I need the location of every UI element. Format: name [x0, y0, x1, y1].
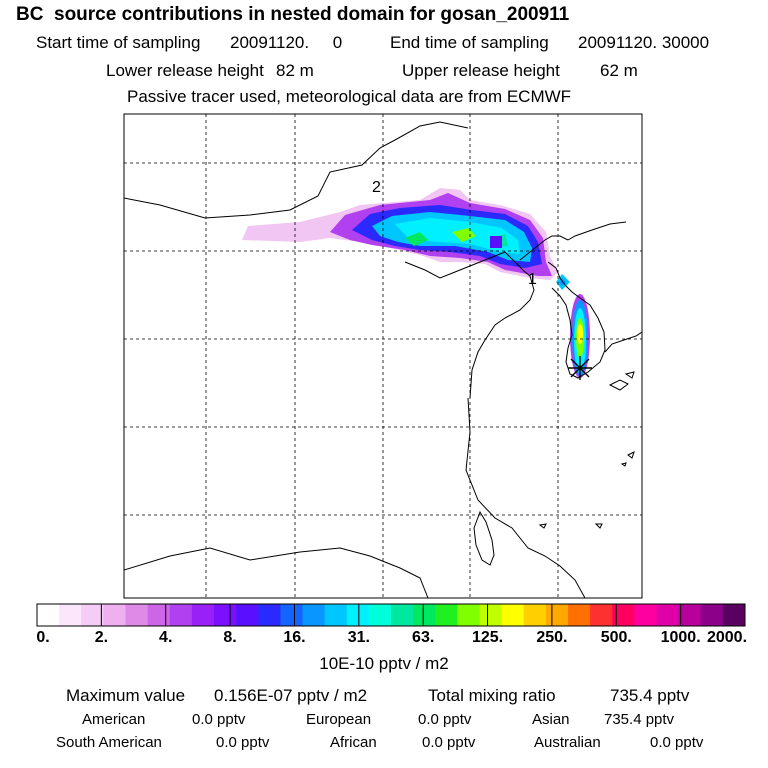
region-australian-name: Australian: [534, 734, 601, 751]
colorbar-segment: [568, 604, 591, 626]
colorbar-segment: [656, 604, 680, 626]
plume-north: [242, 188, 570, 290]
colorbar-segment: [191, 604, 215, 626]
colorbar-label: 125.: [471, 629, 504, 646]
total-mixing-label: Total mixing ratio: [428, 686, 556, 705]
colorbar-segment: [59, 604, 82, 626]
map-layers: [124, 114, 642, 598]
lower-release-label: Lower release height: [106, 61, 264, 80]
colorbar-label: 31.: [347, 629, 370, 646]
colorbar-segment: [236, 604, 259, 626]
colorbar-label: 4.: [159, 629, 173, 646]
colorbar-label: 2000.: [706, 629, 748, 646]
colorbar-segment: [612, 604, 635, 626]
colorbar-segment: [37, 604, 60, 626]
region-australian-value: 0.0 pptv: [650, 734, 704, 751]
map-frame: [123, 113, 643, 599]
colorbar-segment: [214, 604, 237, 626]
colorbar-segment: [258, 604, 281, 626]
region-african-name: African: [330, 734, 377, 751]
lat-lon-grid: [124, 114, 642, 598]
region-asian-name: Asian: [532, 711, 570, 728]
colorbar-segment: [280, 604, 303, 626]
colorbar: [36, 603, 746, 627]
region-south-american-name: South American: [56, 734, 162, 751]
total-mixing-value: 735.4 pptv: [610, 686, 690, 705]
colorbar-segment: [103, 604, 126, 626]
marker-label-2: 2: [372, 179, 381, 196]
colorbar-segment: [700, 604, 724, 626]
region-american-name: American: [82, 711, 146, 728]
colorbar-segment: [368, 604, 392, 626]
colorbar-segment: [413, 604, 436, 626]
colorbar-frame: [36, 603, 746, 627]
upper-release-value: 62 m: [600, 61, 638, 80]
colorbar-label: 63.: [412, 629, 435, 646]
lower-release-value: 82 m: [276, 61, 314, 80]
end-time-value: 20091120. 30000: [578, 33, 710, 52]
region-african-value: 0.0 pptv: [422, 734, 476, 751]
region-european-value: 0.0 pptv: [418, 711, 472, 728]
region-south-american-value: 0.0 pptv: [216, 734, 270, 751]
colorbar-label: 2.: [94, 629, 109, 646]
colorbar-segment: [523, 604, 547, 626]
colorbar-segment: [81, 604, 104, 626]
colorbar-segment: [324, 604, 348, 626]
region-american-value: 0.0 pptv: [192, 711, 246, 728]
colorbar-segment: [457, 604, 480, 626]
plot-title: BC source contributions in nested domain…: [16, 4, 570, 25]
region-asian-value: 735.4 pptv: [604, 711, 675, 728]
colorbar-label: 0.: [36, 629, 50, 646]
colorbar-segment: [346, 604, 370, 626]
colorbar-label: 500.: [600, 629, 632, 646]
colorbar-segment: [590, 604, 613, 626]
tracer-note: Passive tracer used, meteorological data…: [127, 87, 572, 106]
end-time-label: End time of sampling: [390, 33, 549, 52]
colorbar-segment: [125, 604, 149, 626]
region-european-name: European: [306, 711, 372, 728]
start-time-value: 20091120. 0: [230, 33, 343, 52]
colorbar-segment: [479, 604, 503, 626]
colorbar-segment: [678, 604, 702, 626]
max-value: 0.156E-07 pptv / m2: [214, 686, 368, 705]
colorbar-segment: [391, 604, 414, 626]
colorbar-unit: 10E-10 pptv / m2: [319, 654, 449, 673]
receptor-star-icon: [568, 356, 592, 380]
colorbar-segment: [435, 604, 458, 626]
colorbar-segment: [634, 604, 657, 626]
upper-release-label: Upper release height: [402, 61, 560, 80]
colorbar-segment: [169, 604, 193, 626]
colorbar-label: 250.: [536, 629, 568, 646]
colorbar-segment: [147, 604, 171, 626]
colorbar-segment: [501, 604, 525, 626]
colorbar-segment: [722, 604, 746, 626]
colorbar-label: 16.: [283, 629, 306, 646]
colorbar-segment: [545, 604, 569, 626]
coastlines: [124, 121, 642, 598]
colorbar-label: 8.: [223, 629, 237, 646]
marker-label-1: 1: [528, 271, 537, 288]
colorbar-label: 1000.: [660, 629, 701, 646]
colorbar-segment: [302, 604, 326, 626]
start-time-label: Start time of sampling: [36, 33, 201, 52]
max-value-label: Maximum value: [66, 686, 186, 705]
